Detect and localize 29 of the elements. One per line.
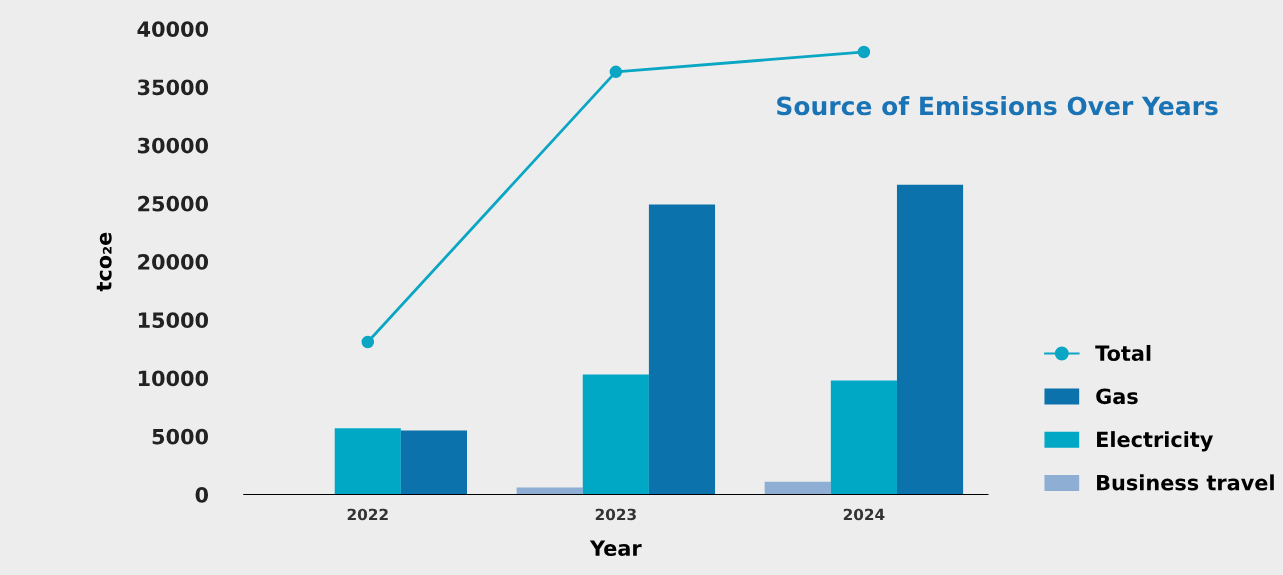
y-axis-title: tco₂e [96,232,112,292]
x-tick-label: 2023 [595,508,636,521]
x-axis-title: Year [589,540,642,556]
bar [648,204,716,495]
bar [830,380,897,495]
y-tick-label: 20000 [138,254,209,270]
legend-label: Gas [1096,388,1138,405]
point [857,45,871,59]
bar [896,184,964,495]
bar [582,374,649,495]
legend-label: Electricity [1097,431,1214,452]
y-tick-label: 30000 [137,137,209,154]
bar [400,430,468,495]
bar [764,481,831,495]
bar [334,428,401,495]
y-tick-label: 15000 [138,312,209,329]
text: Source of Emissions Over Years [777,96,1218,116]
y-tick-label: 5000 [152,428,209,445]
legend-label: Total [1095,344,1151,362]
y-tick-label: 10000 [138,370,209,387]
x-tick-label: 2022 [347,508,388,521]
y-tick-label: 40000 [137,21,209,37]
point [609,65,623,79]
y-tick-label: 0 [195,486,209,503]
point [361,335,375,349]
legend-label: Business travel [1097,474,1274,491]
y-tick-label: 35000 [137,79,209,96]
x-tick-label: 2024 [843,508,885,521]
y-tick-label: 25000 [138,195,209,212]
